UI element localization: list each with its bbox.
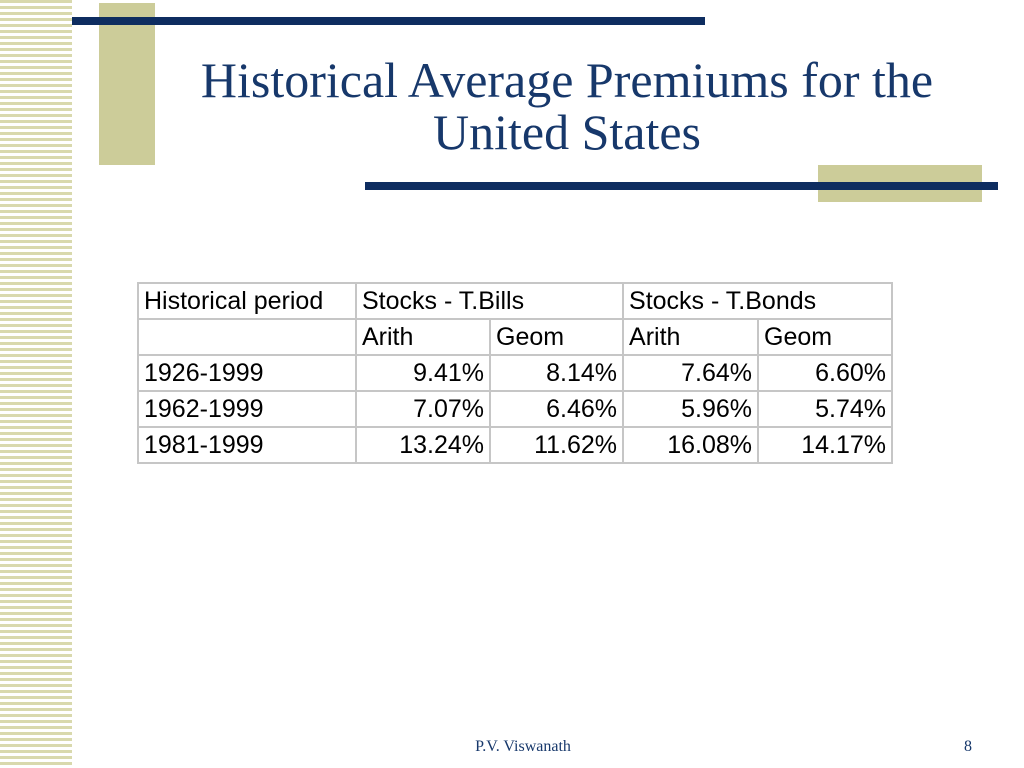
subheader-empty-cell [137, 318, 357, 356]
table-row: 1926-1999 9.41% 8.14% 7.64% 6.60% [137, 354, 894, 392]
page-number: 8 [964, 738, 972, 755]
table-header-row: Historical period Stocks - T.Bills Stock… [137, 282, 894, 320]
subheader-bills-arith: Arith [355, 318, 491, 356]
navy-rule-top [72, 17, 705, 25]
slide-title: Historical Average Premiums for the Unit… [160, 54, 974, 158]
premiums-table: Historical period Stocks - T.Bills Stock… [137, 282, 894, 464]
value-bonds-arith: 7.64% [622, 354, 760, 392]
subheader-bills-geom: Geom [488, 318, 625, 356]
value-bills-arith: 9.41% [355, 354, 491, 392]
value-bonds-geom: 5.74% [757, 390, 894, 428]
value-bonds-geom: 6.60% [757, 354, 894, 392]
row-period: 1962-1999 [137, 390, 357, 428]
table-row: 1962-1999 7.07% 6.46% 5.96% 5.74% [137, 390, 894, 428]
header-historical-period: Historical period [137, 282, 357, 320]
value-bonds-arith: 16.08% [622, 426, 760, 464]
value-bills-geom: 6.46% [488, 390, 625, 428]
khaki-accent-block-top [99, 3, 155, 165]
value-bills-geom: 8.14% [488, 354, 625, 392]
table-subheader-row: Arith Geom Arith Geom [137, 318, 894, 356]
value-bills-arith: 13.24% [355, 426, 491, 464]
row-period: 1981-1999 [137, 426, 357, 464]
value-bonds-geom: 14.17% [757, 426, 894, 464]
value-bills-arith: 7.07% [355, 390, 491, 428]
row-period: 1926-1999 [137, 354, 357, 392]
navy-rule-bottom [365, 182, 998, 190]
value-bills-geom: 11.62% [488, 426, 625, 464]
slide-title-line-2: United States [432, 104, 702, 160]
value-bonds-arith: 5.96% [622, 390, 760, 428]
table-row: 1981-1999 13.24% 11.62% 16.08% 14.17% [137, 426, 894, 464]
subheader-bonds-geom: Geom [757, 318, 894, 356]
left-stripe-decoration [0, 0, 72, 768]
footer-author: P.V. Viswanath [475, 738, 571, 755]
slide-title-line-1: Historical Average Premiums for the [200, 52, 934, 108]
header-stocks-tbonds: Stocks - T.Bonds [622, 282, 894, 320]
subheader-bonds-arith: Arith [622, 318, 760, 356]
header-stocks-tbills: Stocks - T.Bills [354, 282, 625, 320]
